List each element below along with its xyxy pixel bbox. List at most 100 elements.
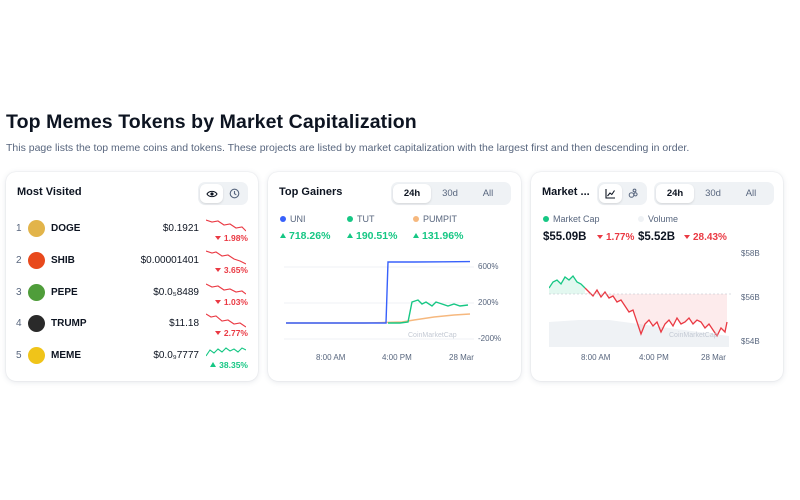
- tab-24h[interactable]: 24h: [393, 184, 431, 203]
- market-cap-value: $55.09B: [543, 231, 587, 243]
- coin-price: $0.00001401: [140, 255, 199, 266]
- legend-dot: [280, 216, 286, 222]
- tab-24h[interactable]: 24h: [656, 184, 694, 203]
- top-gainers-range-tabs: 24h 30d All: [391, 182, 511, 205]
- top-gainers-title: Top Gainers: [279, 186, 343, 198]
- coin-symbol: TRUMP: [51, 318, 87, 329]
- uni-line: [286, 260, 471, 324]
- x-label-8am: 8:00 AM: [316, 353, 346, 362]
- list-item[interactable]: 3 PEPE $0.0₅8489 1.03%: [6, 279, 258, 309]
- volume-area: [549, 320, 729, 347]
- legend-market-cap: Market Cap: [543, 214, 600, 224]
- coin-symbol: MEME: [51, 350, 81, 361]
- legend-dot: [638, 216, 644, 222]
- coin-price: $11.18: [169, 318, 199, 329]
- list-item[interactable]: 2 SHIB $0.00001401 3.65%: [6, 247, 258, 277]
- tab-all[interactable]: All: [482, 188, 494, 199]
- most-visited-title: Most Visited: [17, 186, 82, 198]
- line-chart-icon[interactable]: [599, 184, 622, 203]
- rank: 2: [16, 255, 22, 266]
- market-cap-line-red: [584, 287, 728, 338]
- page-title: Top Memes Tokens by Market Capitalizatio…: [6, 111, 417, 133]
- legend-uni: UNI: [280, 214, 306, 224]
- pumpit-line: [286, 313, 471, 324]
- market-cap-range-tabs: 24h 30d All: [654, 182, 774, 205]
- legend-label: Market Cap: [553, 214, 600, 224]
- meme-logo-icon: [28, 347, 45, 364]
- pumpit-change: 131.96%: [413, 230, 463, 242]
- coinmarketcap-watermark: CoinMarketCap: [408, 332, 457, 339]
- coin-price: $0.1921: [162, 223, 199, 234]
- volume-change: 28.43%: [684, 232, 727, 243]
- pepe-logo-icon: [28, 284, 45, 301]
- legend-dot: [413, 216, 419, 222]
- y-label-minus200: -200%: [478, 334, 502, 343]
- shib-logo-icon: [28, 252, 45, 269]
- x-label-8am: 8:00 AM: [581, 353, 611, 362]
- top-gainers-card: Top Gainers 24h 30d All UNI TUT PUMPIT 7…: [268, 172, 521, 381]
- most-visited-card: Most Visited 1 DOGE $0.1921 1.98% 2 SHIB $0.00…: [6, 172, 258, 381]
- volume-value: $5.52B: [638, 231, 676, 243]
- sparkline: [206, 313, 246, 328]
- list-item[interactable]: 5 MEME $0.0₉7777 38.35%: [6, 342, 258, 372]
- rank: 5: [16, 350, 22, 361]
- y-label-56b: $56B: [741, 293, 760, 302]
- legend-dot: [347, 216, 353, 222]
- sparkline: [206, 283, 246, 295]
- y-label-54b: $54B: [741, 337, 760, 346]
- x-label-28mar: 28 Mar: [449, 353, 474, 362]
- coin-symbol: DOGE: [51, 223, 81, 234]
- legend-dot: [543, 216, 549, 222]
- bubbles-icon[interactable]: [622, 184, 645, 203]
- price-change: 3.65%: [214, 265, 248, 275]
- tab-all[interactable]: All: [745, 188, 757, 199]
- coin-price: $0.0₉7777: [153, 350, 199, 361]
- legend-tut: TUT: [347, 214, 375, 224]
- market-cap-change: 1.77%: [597, 232, 634, 243]
- market-cap-line-green: [549, 274, 586, 289]
- tut-change: 190.51%: [347, 230, 397, 242]
- legend-label: Volume: [648, 214, 679, 224]
- top-gainers-chart: [284, 260, 474, 340]
- doge-logo-icon: [28, 220, 45, 237]
- uni-change: 718.26%: [280, 230, 330, 242]
- tab-30d[interactable]: 30d: [705, 188, 721, 199]
- chart-type-toggle: [597, 182, 647, 205]
- coinmarketcap-watermark: CoinMarketCap: [669, 332, 718, 339]
- y-label-200: 200%: [478, 298, 499, 307]
- clock-icon[interactable]: [223, 184, 246, 203]
- sparkline: [206, 250, 246, 265]
- market-cap-chart: [549, 274, 731, 347]
- rank: 4: [16, 318, 22, 329]
- list-item[interactable]: 1 DOGE $0.1921 1.98%: [6, 215, 258, 245]
- market-cap-card: Market ... 24h 30d All Market Cap Volume…: [531, 172, 783, 381]
- price-change: 1.03%: [214, 297, 248, 307]
- list-item[interactable]: 4 TRUMP $11.18 2.77%: [6, 310, 258, 340]
- market-cap-fill-red: [585, 290, 727, 336]
- rank: 3: [16, 287, 22, 298]
- coin-symbol: SHIB: [51, 255, 75, 266]
- sparkline: [206, 347, 246, 357]
- rank: 1: [16, 223, 22, 234]
- page-description: This page lists the top meme coins and t…: [6, 142, 690, 154]
- y-label-600: 600%: [478, 262, 499, 271]
- coin-price: $0.0₅8489: [153, 287, 199, 298]
- legend-label: PUMPIT: [423, 214, 458, 224]
- eye-icon[interactable]: [200, 184, 223, 203]
- legend-volume: Volume: [638, 214, 678, 224]
- sparkline: [206, 219, 246, 232]
- legend-label: TUT: [357, 214, 375, 224]
- price-change: 38.35%: [210, 360, 248, 370]
- most-visited-toggle: [198, 182, 248, 205]
- x-label-28mar: 28 Mar: [701, 353, 726, 362]
- market-cap-title: Market ...: [542, 186, 590, 198]
- coin-symbol: PEPE: [51, 287, 78, 298]
- legend-label: UNI: [290, 214, 306, 224]
- x-label-4pm: 4:00 PM: [639, 353, 669, 362]
- trump-logo-icon: [28, 315, 45, 332]
- tut-line: [388, 299, 469, 324]
- y-label-58b: $58B: [741, 249, 760, 258]
- price-change: 2.77%: [214, 328, 248, 338]
- legend-pumpit: PUMPIT: [413, 214, 457, 224]
- tab-30d[interactable]: 30d: [442, 188, 458, 199]
